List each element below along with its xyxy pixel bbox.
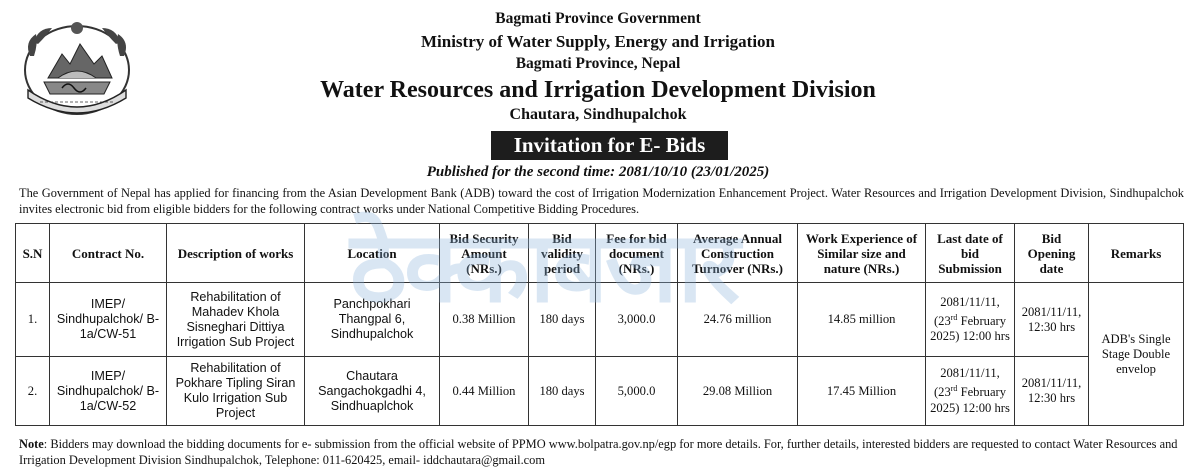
col-header-description: Description of works — [166, 223, 305, 283]
cell-last-date: 2081/11/11, (23rd February 2025) 12:00 hr… — [925, 356, 1015, 426]
cell-sn: 1. — [15, 282, 50, 357]
cell-last-date: 2081/11/11, (23rd February 2025) 12:00 hr… — [925, 282, 1015, 357]
ministry-title: Ministry of Water Supply, Energy and Irr… — [420, 32, 776, 51]
cell-fee: 3,000.0 — [595, 282, 678, 357]
col-header-contract: Contract No. — [49, 223, 167, 283]
division-title: Water Resources and Irrigation Developme… — [320, 77, 876, 103]
last-date-suffix: rd — [950, 312, 958, 322]
cell-description: Rehabilitation of Mahadev Khola Sisnegha… — [166, 282, 305, 357]
cell-security: 0.44 Million — [439, 356, 529, 426]
col-header-location: Location — [304, 223, 440, 283]
cell-turnover: 24.76 million — [677, 282, 798, 357]
cell-contract: IMEP/ Sindhupalchok/ B-1a/CW-52 — [49, 356, 167, 426]
cell-security: 0.38 Million — [439, 282, 529, 357]
col-header-experience: Work Experience of Similar size and natu… — [797, 223, 926, 283]
province-title: Bagmati Province, Nepal — [515, 55, 681, 72]
cell-sn: 2. — [15, 356, 50, 426]
cell-opening: 2081/11/11, 12:30 hrs — [1014, 356, 1089, 426]
col-header-remarks: Remarks — [1088, 223, 1184, 283]
last-date-part-a: 2081/11/11, — [940, 366, 1000, 381]
cell-description: Rehabilitation of Pokhare Tipling Siran … — [166, 356, 305, 426]
cell-contract: IMEP/ Sindhupalchok/ B-1a/CW-51 — [49, 282, 167, 357]
table-row: 2. IMEP/ Sindhupalchok/ B-1a/CW-52 Rehab… — [15, 356, 1184, 426]
office-location: Chautara, Sindhupalchok — [509, 106, 687, 123]
cell-opening: 2081/11/11, 12:30 hrs — [1014, 282, 1089, 357]
cell-remarks: ADB's Single Stage Double envelop — [1088, 282, 1184, 426]
cell-turnover: 29.08 Million — [677, 356, 798, 426]
note-label: Note — [19, 437, 44, 451]
table-row: 1. IMEP/ Sindhupalchok/ B-1a/CW-51 Rehab… — [15, 282, 1184, 426]
cell-location: Panchpokhari Thangpal 6, Sindhupalchok — [304, 282, 440, 357]
cell-validity: 180 days — [528, 282, 596, 357]
cell-experience: 17.45 Million — [797, 356, 926, 426]
nepal-emblem-icon — [24, 22, 130, 115]
col-header-fee: Fee for bid document (NRs.) — [595, 223, 678, 283]
last-date-day: 23 — [938, 385, 951, 400]
last-date-suffix: rd — [950, 384, 958, 394]
col-header-security: Bid Security Amount (NRs.) — [439, 223, 529, 283]
col-header-turnover: Average Annual Construction Turnover (NR… — [677, 223, 798, 283]
invitation-banner: Invitation for E- Bids — [491, 131, 728, 160]
intro-paragraph: The Government of Nepal has applied for … — [19, 186, 1184, 216]
last-date-day: 23 — [938, 314, 951, 329]
col-header-last-date: Last date of bid Submission — [925, 223, 1015, 283]
last-date-part-b: February 2025) 12:00 hrs — [930, 385, 1010, 415]
table-header-row: S.N Contract No. Description of works Lo… — [15, 223, 1184, 283]
cell-location: Chautara Sangachokgadhi 4, Sindhuaplchok — [304, 356, 440, 426]
cell-fee: 5,000.0 — [595, 356, 678, 426]
government-title: Bagmati Province Government — [495, 10, 701, 27]
col-header-opening: Bid Opening date — [1014, 223, 1089, 283]
bids-table: S.N Contract No. Description of works Lo… — [15, 223, 1184, 426]
last-date-part-b: February 2025) 12:00 hrs — [930, 314, 1010, 344]
published-date: Published for the second time: 2081/10/1… — [426, 164, 770, 180]
note-text: : Bidders may download the bidding docum… — [19, 437, 1178, 467]
cell-experience: 14.85 million — [797, 282, 926, 357]
last-date-part-a: 2081/11/11, — [940, 294, 1000, 309]
col-header-validity: Bid validity period — [528, 223, 596, 283]
col-header-sn: S.N — [15, 223, 50, 283]
note-paragraph: Note: Bidders may download the bidding d… — [19, 437, 1184, 468]
cell-validity: 180 days — [528, 356, 596, 426]
